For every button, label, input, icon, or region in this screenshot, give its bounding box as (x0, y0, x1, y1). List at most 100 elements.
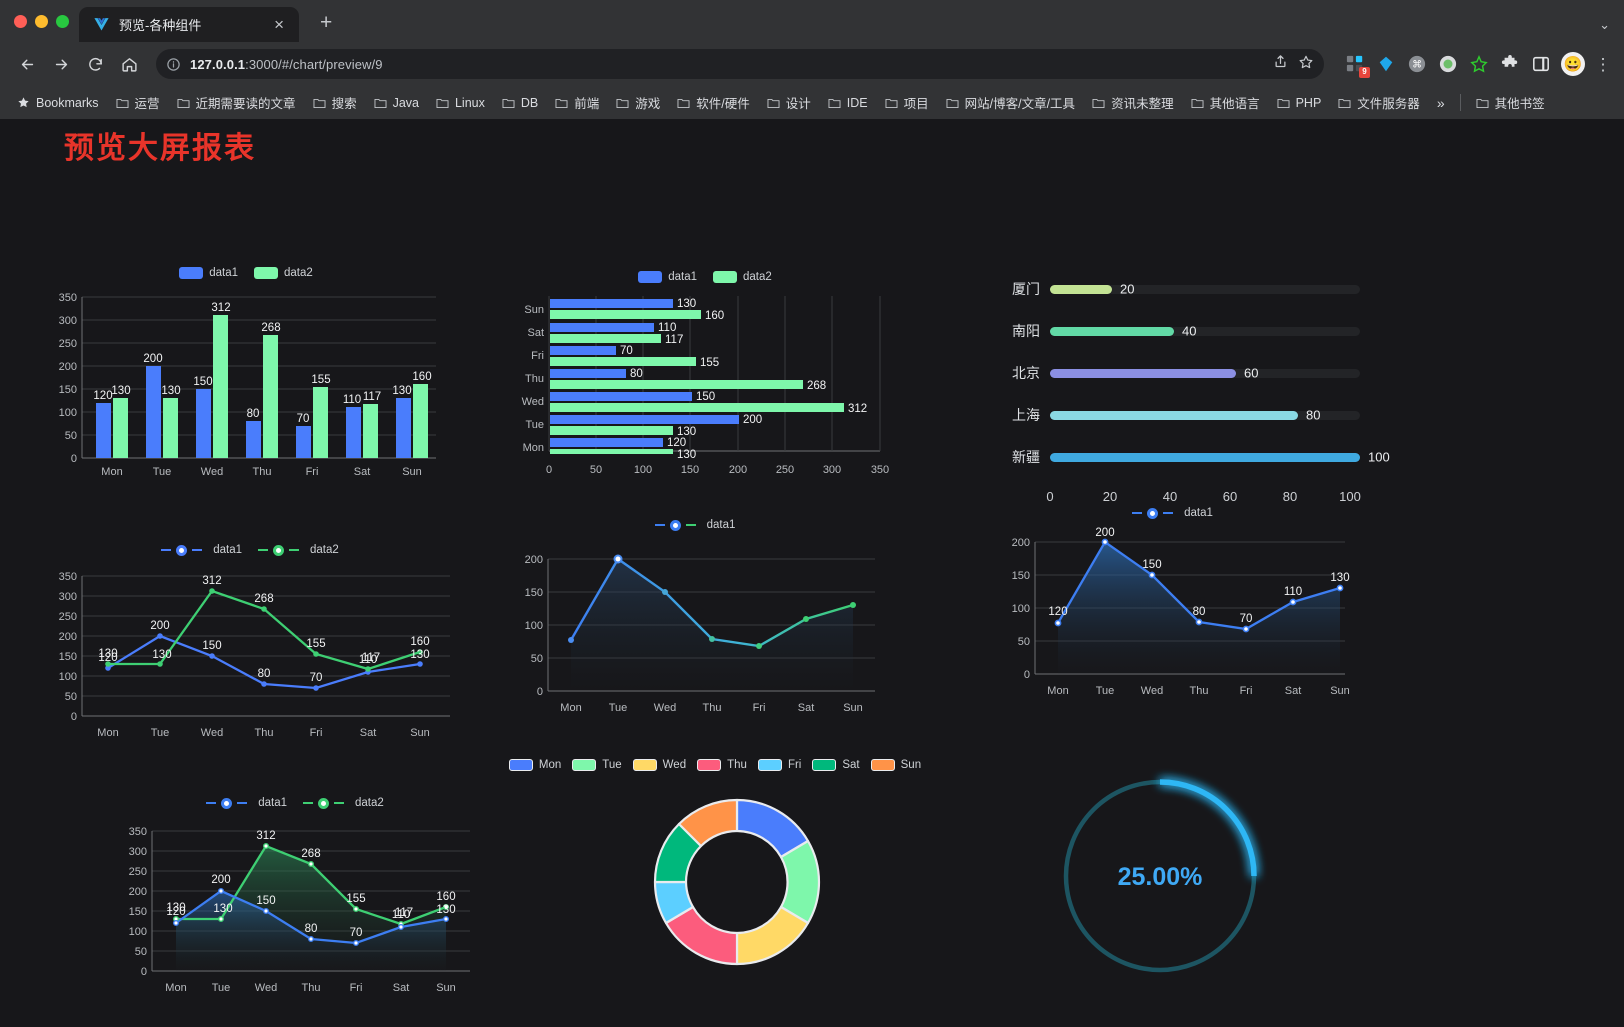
maximize-window-button[interactable] (56, 14, 69, 28)
green-circle-extension-icon[interactable] (1437, 53, 1459, 75)
address-bar-url: 127.0.0.1:3000/#/chart/preview/9 (190, 57, 383, 72)
bookmark-label: PHP (1295, 95, 1322, 110)
chart-donut-rose[interactable]: Mon Tue Wed Thu Fri (505, 759, 925, 1004)
svg-text:130: 130 (677, 426, 696, 438)
svg-text:Wed: Wed (255, 982, 277, 994)
bookmark-folder-5[interactable]: DB (495, 93, 545, 113)
chart-bar-horizontal[interactable]: data1 data2 (505, 271, 905, 486)
legend-item-sat[interactable]: Sat (812, 759, 860, 771)
command-circle-extension-icon[interactable]: ⌘ (1406, 53, 1428, 75)
bookmark-item-bookmarks[interactable]: Bookmarks (10, 93, 106, 113)
svg-text:150: 150 (59, 651, 77, 663)
svg-text:130: 130 (392, 385, 411, 397)
minimize-window-button[interactable] (35, 14, 48, 28)
progress-track[interactable]: 20 (1050, 282, 1360, 297)
chart-area-double[interactable]: data1 data2 (100, 797, 490, 1012)
chevron-down-icon[interactable]: ⌄ (1599, 17, 1610, 32)
address-bar[interactable]: 127.0.0.1:3000/#/chart/preview/9 (156, 49, 1324, 79)
chart-bar-vertical[interactable]: data1 data2 (36, 267, 456, 487)
bookmark-folder-11[interactable]: 项目 (878, 90, 936, 115)
diamond-extension-icon[interactable] (1375, 53, 1397, 75)
forward-arrow-icon[interactable] (46, 49, 76, 79)
legend-item-sun[interactable]: Sun (870, 759, 921, 771)
bookmark-folder-2[interactable]: 搜索 (306, 90, 364, 115)
green-star-extension-icon[interactable] (1468, 53, 1490, 75)
legend-item-data2[interactable]: data2 (713, 271, 772, 283)
extension-toolbar: 9 ⌘ (1336, 52, 1612, 78)
progress-row[interactable]: 南阳 40 (1000, 321, 1360, 341)
progress-row[interactable]: 新疆 100 (1000, 447, 1390, 467)
bookmark-folder-10[interactable]: IDE (821, 93, 875, 113)
chart-line-gradient[interactable]: data1 (500, 519, 890, 734)
puzzle-piece-icon[interactable] (1499, 53, 1521, 75)
bookmark-folder-7[interactable]: 游戏 (609, 90, 667, 115)
svg-text:Mon: Mon (97, 727, 118, 739)
chart-gauge[interactable]: 25.00% (1040, 751, 1280, 1001)
bookmark-label: 项目 (903, 97, 929, 111)
legend-item-data1[interactable]: data1 (206, 797, 287, 809)
legend-item-data2[interactable]: data2 (254, 267, 313, 279)
legend-swatch-icon (179, 267, 204, 279)
browser-tab[interactable]: 预览-各种组件 × (79, 7, 299, 42)
svg-text:120: 120 (166, 906, 185, 918)
legend-item-fri[interactable]: Fri (757, 759, 801, 771)
svg-text:100: 100 (634, 464, 652, 476)
bookmark-folder-other[interactable]: 其他书签 (1469, 90, 1552, 115)
bookmark-folder-8[interactable]: 软件/硬件 (670, 90, 756, 115)
bookmark-folder-4[interactable]: Linux (429, 93, 492, 113)
bookmark-folder-15[interactable]: PHP (1270, 93, 1329, 113)
star-outline-icon[interactable] (1298, 54, 1314, 75)
progress-fill (1050, 284, 1112, 294)
legend-item-data2[interactable]: data2 (258, 544, 339, 556)
progress-track[interactable]: 100 (1050, 450, 1390, 465)
svg-text:150: 150 (59, 384, 77, 396)
legend-item-data2[interactable]: data2 (303, 797, 384, 809)
progress-label: 北京 (1012, 365, 1040, 381)
progress-row[interactable]: 厦门 20 (1000, 279, 1360, 299)
info-circle-icon[interactable] (166, 57, 181, 72)
close-tab-button[interactable]: × (274, 15, 284, 34)
legend-item-thu[interactable]: Thu (697, 759, 747, 771)
home-icon[interactable] (114, 49, 144, 79)
progress-row[interactable]: 北京 60 (1000, 363, 1360, 383)
legend-item-tue[interactable]: Tue (572, 759, 622, 771)
window-controls[interactable] (12, 0, 79, 42)
legend-item-data1[interactable]: data1 (161, 544, 242, 556)
svg-text:Thu: Thu (703, 702, 722, 714)
chart-line-double[interactable]: data1 data2 (40, 544, 460, 759)
legend-item-data1[interactable]: data1 (179, 267, 238, 279)
grid-blue-extension-icon[interactable]: 9 (1344, 53, 1370, 78)
svg-text:Tue: Tue (609, 702, 628, 714)
new-tab-button[interactable]: + (320, 11, 333, 34)
share-icon[interactable] (1273, 54, 1288, 74)
legend-item-mon[interactable]: Mon (508, 759, 561, 771)
bookmark-folder-6[interactable]: 前端 (548, 90, 606, 115)
progress-row[interactable]: 上海 80 (1000, 405, 1360, 425)
avatar[interactable]: 😀 (1561, 52, 1585, 76)
kebab-menu-icon[interactable]: ⋮ (1594, 54, 1612, 74)
bookmark-folder-9[interactable]: 设计 (760, 90, 818, 115)
reload-icon[interactable] (80, 49, 110, 79)
progress-track[interactable]: 60 (1050, 366, 1360, 381)
legend-item-data1[interactable]: data1 (638, 271, 697, 283)
chart-progress-bars[interactable]: 厦门 20 南阳 40 北京 (1000, 279, 1390, 504)
svg-text:130: 130 (98, 648, 117, 660)
close-window-button[interactable] (14, 14, 27, 28)
progress-track[interactable]: 40 (1050, 324, 1360, 339)
bookmark-folder-13[interactable]: 资讯未整理 (1085, 90, 1181, 115)
bookmark-folder-14[interactable]: 其他语言 (1184, 90, 1267, 115)
bookmark-folder-0[interactable]: 运营 (109, 90, 167, 115)
bookmark-folder-3[interactable]: Java (367, 93, 426, 113)
side-panel-icon[interactable] (1530, 53, 1552, 75)
chart-area-single[interactable]: data1 (985, 507, 1360, 722)
bookmark-folder-16[interactable]: 文件服务器 (1331, 90, 1427, 115)
bookmark-folder-12[interactable]: 网站/博客/文章/工具 (939, 90, 1082, 115)
legend-item-data1[interactable]: data1 (654, 519, 735, 531)
legend-item-wed[interactable]: Wed (632, 759, 686, 771)
legend-item-data1[interactable]: data1 (1132, 507, 1213, 519)
bookmark-folder-1[interactable]: 近期需要读的文章 (170, 90, 303, 115)
svg-text:Tue: Tue (151, 727, 170, 739)
back-arrow-icon[interactable] (12, 49, 42, 79)
bookmarks-overflow-button[interactable]: » (1436, 94, 1445, 111)
progress-track[interactable]: 80 (1050, 408, 1360, 423)
